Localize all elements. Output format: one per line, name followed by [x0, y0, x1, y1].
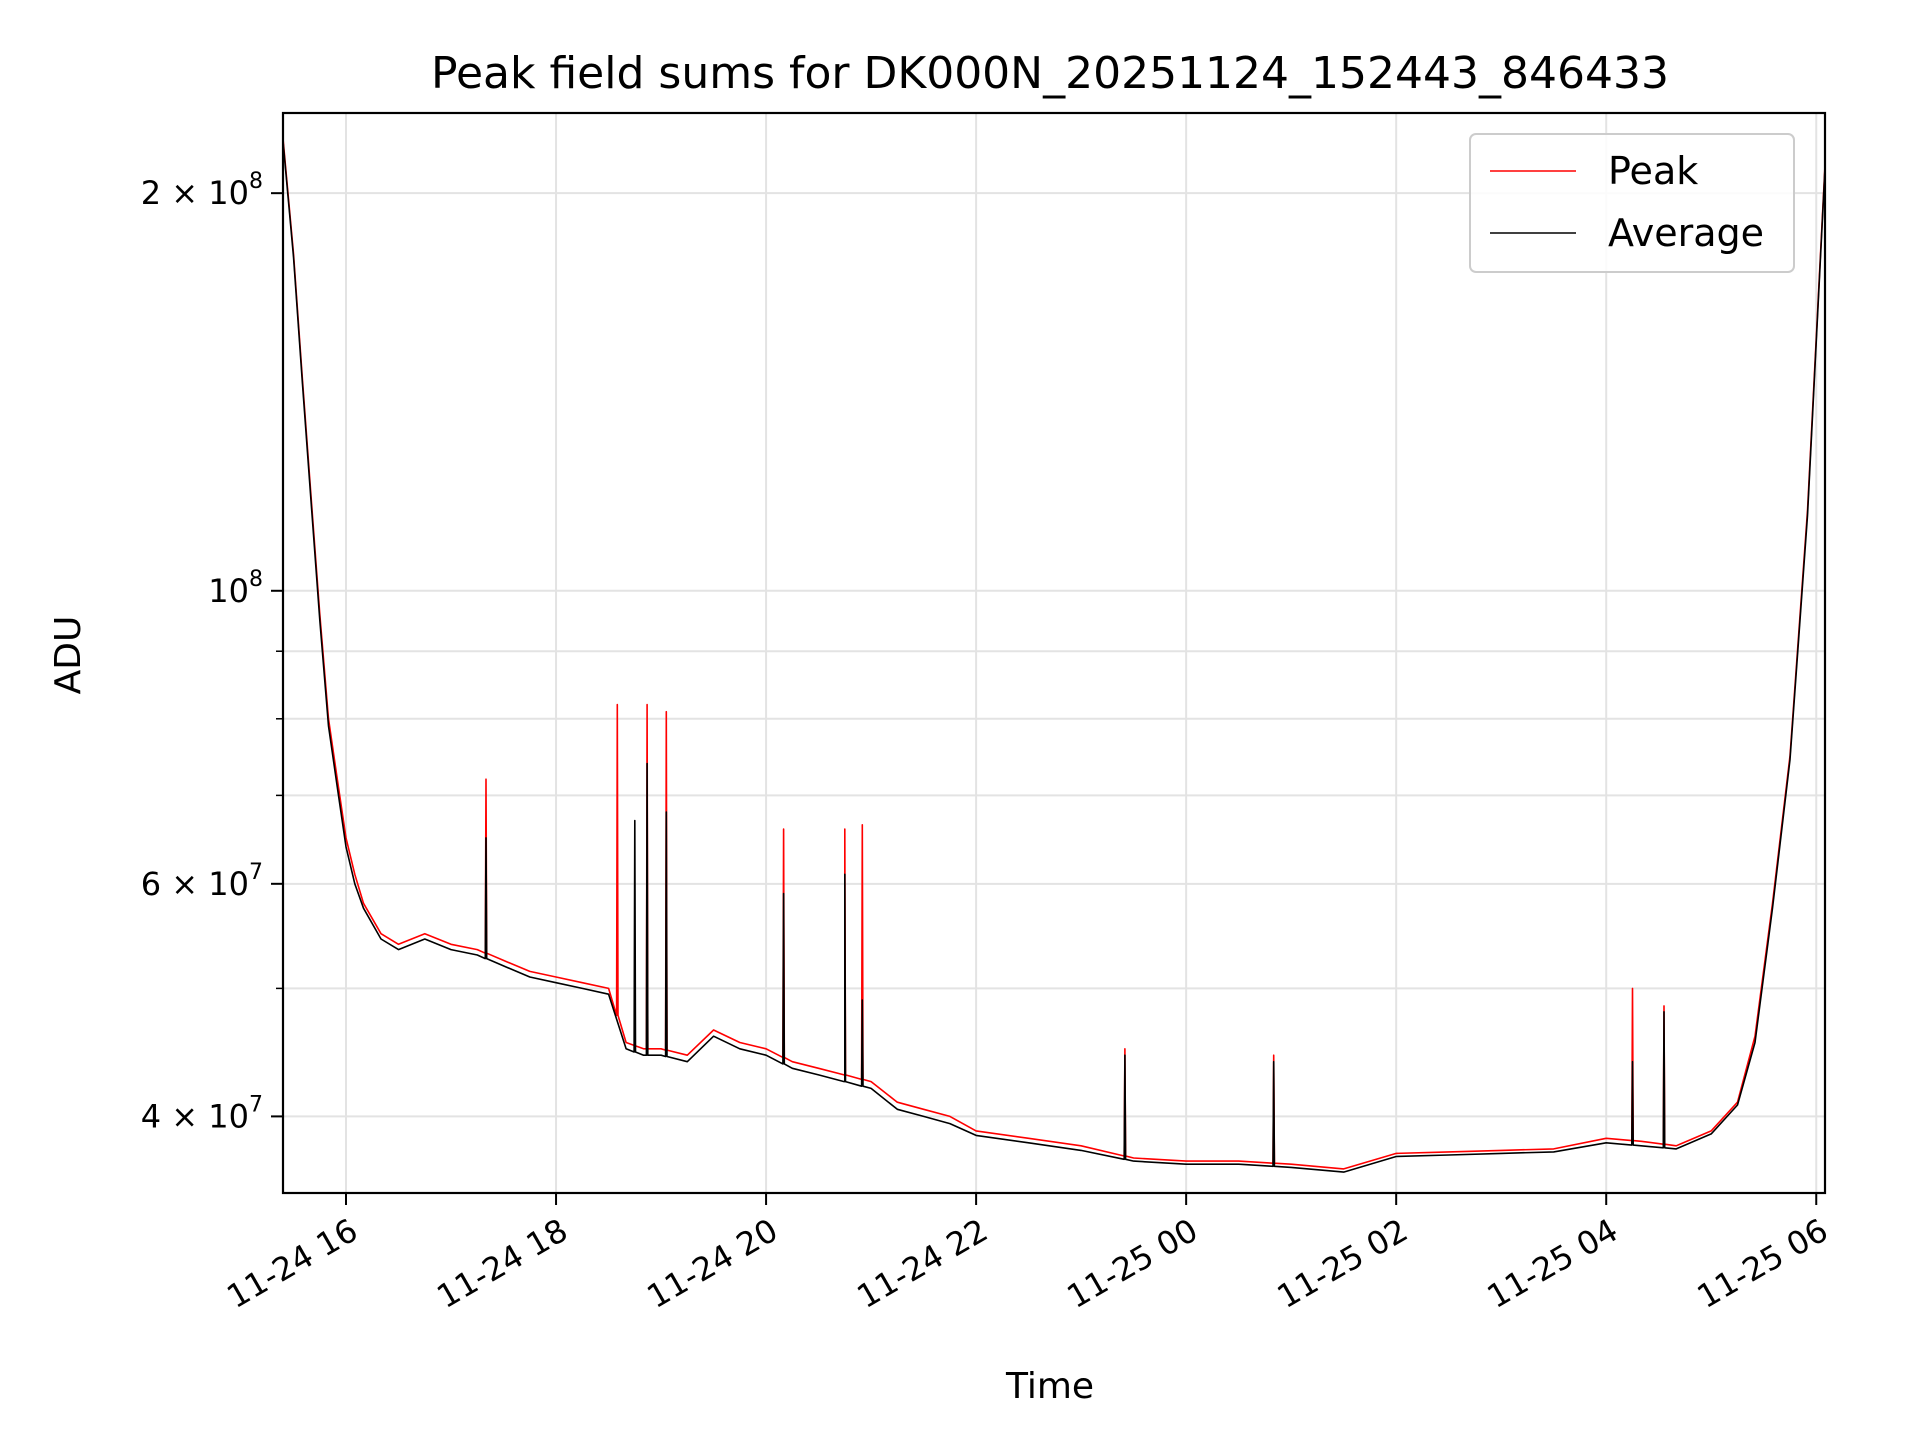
legend: Peak Average — [1469, 133, 1795, 273]
legend-peak-label: Peak — [1608, 149, 1698, 193]
y-axis-label: ADU — [48, 616, 89, 695]
y-tick-label: 2 × 108 — [141, 169, 263, 212]
x-axis-label: Time — [1005, 1366, 1094, 1407]
grid — [283, 113, 1825, 1193]
y-tick-label: 108 — [208, 567, 263, 610]
series-line-average — [282, 141, 1826, 1173]
y-tick-label: 4 × 107 — [141, 1092, 263, 1135]
legend-average-label: Average — [1608, 211, 1764, 255]
chart-title: Peak field sums for DK000N_20251124_1524… — [431, 48, 1669, 99]
y-tick-label: 6 × 107 — [141, 860, 263, 903]
y-axis: 4 × 107 6 × 107 108 2 × 108 — [141, 169, 283, 1135]
plot-frame — [281, 111, 1827, 1195]
series-layer — [282, 138, 1826, 1173]
legend-box — [1469, 133, 1795, 273]
